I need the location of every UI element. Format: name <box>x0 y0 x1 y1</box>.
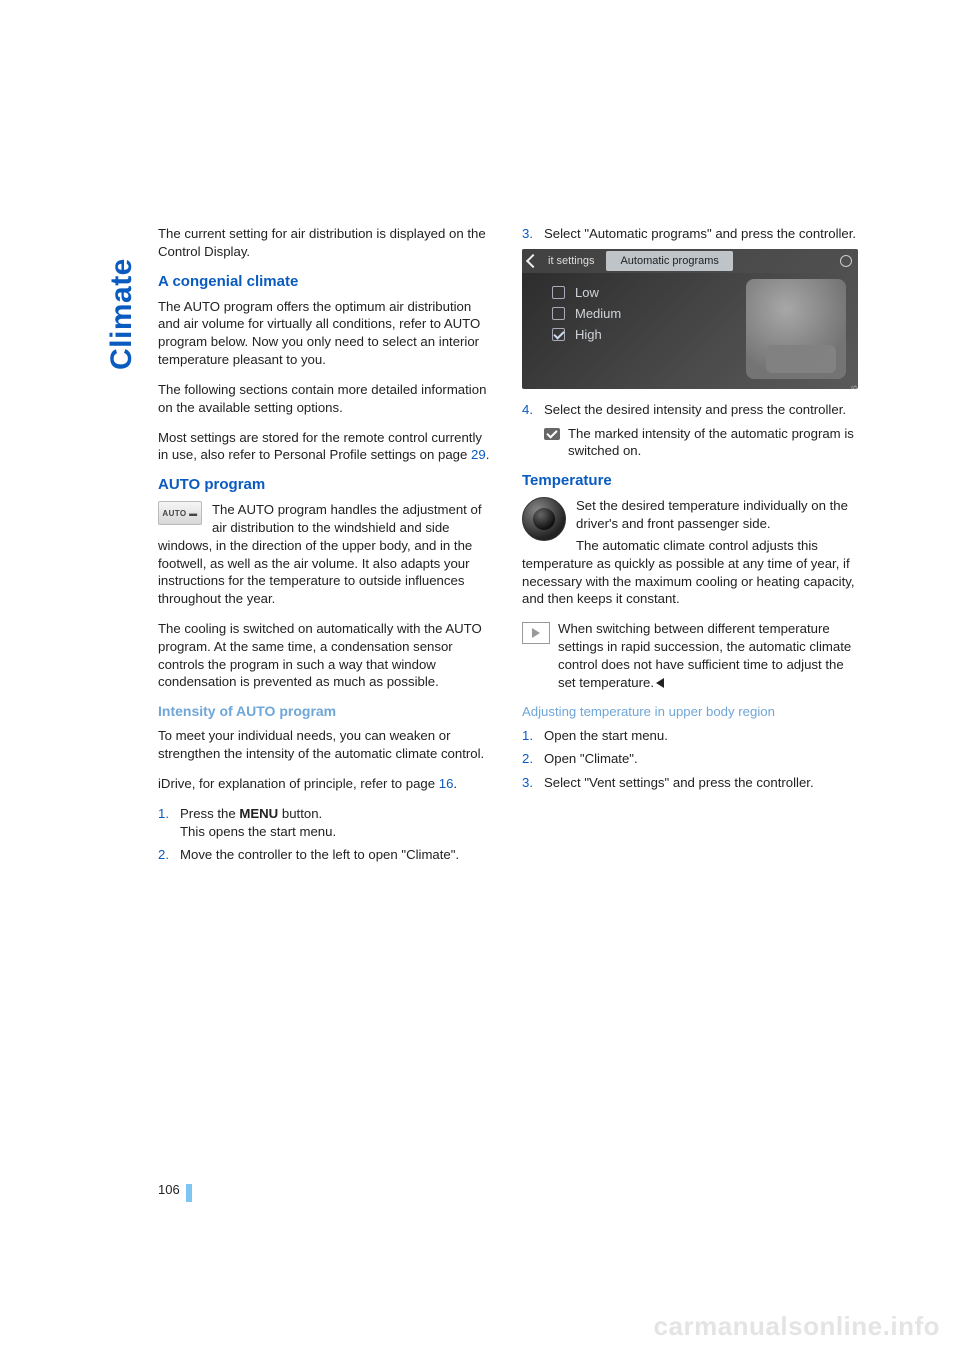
step-number-1: 1. <box>158 805 169 823</box>
step2-text: Move the controller to the left to open … <box>180 847 459 862</box>
intensity-heading: Intensity of AUTO program <box>158 703 494 719</box>
temperature-note-body: When switching between different tem­per… <box>558 621 851 689</box>
right-steps-bottom: 4. Select the desired intensity and pres… <box>522 401 858 419</box>
auto-program-p1: The AUTO program handles the adjustment … <box>158 501 494 608</box>
menu-bold: MENU <box>239 806 278 821</box>
step1-a: Press the <box>180 806 239 821</box>
checkbox-high-icon <box>552 328 565 341</box>
checkbox-medium-icon <box>552 307 565 320</box>
temperature-p1: Set the desired temperature indi­viduall… <box>522 497 858 533</box>
auto-program-block: AUTO ▬ The AUTO program handles the adju… <box>158 501 494 620</box>
congenial-p3a: Most settings are stored for the remote … <box>158 430 482 463</box>
marked-intensity-text: The marked intensity of the automatic pr… <box>568 425 858 461</box>
intensity-step-1: 1. Press the MENU button. This opens the… <box>158 805 494 841</box>
auto-button-icon: AUTO ▬ <box>158 501 202 525</box>
page-number: 106 <box>158 1182 180 1197</box>
checked-box-icon <box>544 428 560 440</box>
watermark: carmanualsonline.info <box>654 1311 940 1342</box>
adj-upper-heading: Adjusting temperature in upper body regi… <box>522 703 858 720</box>
intensity-p2a: iDrive, for explanation of principle, re… <box>158 776 439 791</box>
screenshot-tab: Automatic programs <box>606 251 732 271</box>
seat-icon <box>746 279 846 379</box>
end-marker-icon <box>656 678 664 688</box>
right-column: 3. Select "Automatic programs" and press… <box>522 225 858 870</box>
step3-text: Select "Automatic programs" and press th… <box>544 226 856 241</box>
dial-icon-wrap <box>522 497 566 541</box>
adj-upper-steps: 1. Open the start menu. 2. Open "Climate… <box>522 727 858 792</box>
step4-text: Select the desired intensity and press t… <box>544 402 846 417</box>
right-steps-top: 3. Select "Automatic programs" and press… <box>522 225 858 243</box>
adj-step-2: 2. Open "Climate". <box>522 750 858 768</box>
option-medium: Medium <box>552 306 621 321</box>
intensity-p2: iDrive, for explanation of principle, re… <box>158 775 494 793</box>
page-number-box: 106 <box>158 1182 192 1202</box>
temperature-dial-icon <box>522 497 566 541</box>
intensity-steps: 1. Press the MENU button. This opens the… <box>158 805 494 864</box>
adj-step-number-3: 3. <box>522 774 533 792</box>
page-number-bar-icon <box>186 1184 192 1202</box>
right-step-3: 3. Select "Automatic programs" and press… <box>522 225 858 243</box>
temperature-note-text: When switching between different tem­per… <box>558 620 858 691</box>
content-columns: The current setting for air distribution… <box>158 225 858 870</box>
page: Climate The current setting for air dist… <box>0 0 960 1358</box>
intensity-p2b: . <box>453 776 457 791</box>
page-ref-16: 16 <box>439 776 454 791</box>
note-triangle-icon <box>522 622 550 644</box>
left-column: The current setting for air distribution… <box>158 225 494 870</box>
screenshot-top-bar: it settings Automatic programs <box>522 249 858 273</box>
screenshot-breadcrumb: it settings <box>548 255 594 267</box>
step1-c: button. <box>278 806 322 821</box>
adj-step2-text: Open "Climate". <box>544 751 638 766</box>
option-high-label: High <box>575 327 602 342</box>
auto-program-heading: AUTO program <box>158 476 494 493</box>
right-step-4: 4. Select the desired intensity and pres… <box>522 401 858 419</box>
intensity-step-2: 2. Move the controller to the left to op… <box>158 846 494 864</box>
checkbox-low-icon <box>552 286 565 299</box>
temperature-p1-line2: The automatic climate control adjusts th… <box>522 537 858 608</box>
step1-line2: This opens the start menu. <box>180 824 336 839</box>
congenial-p1: The AUTO program offers the optimum air … <box>158 298 494 369</box>
intro-paragraph: The current setting for air distribution… <box>158 225 494 261</box>
option-high: High <box>552 327 621 342</box>
side-section-title: Climate <box>105 258 139 370</box>
adj-step-3: 3. Select "Vent settings" and press the … <box>522 774 858 792</box>
option-low-label: Low <box>575 285 599 300</box>
congenial-p2: The following sections contain more deta… <box>158 381 494 417</box>
temperature-block: Set the desired temperature indi­viduall… <box>522 497 858 620</box>
temperature-heading: Temperature <box>522 472 858 489</box>
step-number-3: 3. <box>522 225 533 243</box>
screenshot-options: Low Medium High <box>552 285 621 348</box>
adj-step3-text: Select "Vent settings" and press the con… <box>544 775 814 790</box>
adj-step-number-2: 2. <box>522 750 533 768</box>
option-medium-label: Medium <box>575 306 621 321</box>
step-number-4: 4. <box>522 401 533 419</box>
idrive-screenshot: it settings Automatic programs Low Mediu… <box>522 249 858 389</box>
step-number-2: 2. <box>158 846 169 864</box>
clock-icon <box>840 255 852 267</box>
intensity-p1: To meet your individual needs, you can w… <box>158 727 494 763</box>
adj-step1-text: Open the start menu. <box>544 728 668 743</box>
adj-step-number-1: 1. <box>522 727 533 745</box>
auto-icon-wrap: AUTO ▬ <box>158 501 202 525</box>
back-arrow-icon <box>526 254 540 268</box>
adj-step-1: 1. Open the start menu. <box>522 727 858 745</box>
congenial-p3b: . <box>486 447 490 462</box>
congenial-heading: A congenial climate <box>158 273 494 290</box>
auto-program-p2: The cooling is switched on automatically… <box>158 620 494 691</box>
marked-intensity-row: The marked intensity of the automatic pr… <box>522 425 858 461</box>
temperature-note: When switching between different tem­per… <box>522 620 858 691</box>
congenial-p3: Most settings are stored for the remote … <box>158 429 494 465</box>
page-ref-29: 29 <box>471 447 486 462</box>
option-low: Low <box>552 285 621 300</box>
screenshot-code: E70 OL3 16 VS <box>852 385 858 389</box>
